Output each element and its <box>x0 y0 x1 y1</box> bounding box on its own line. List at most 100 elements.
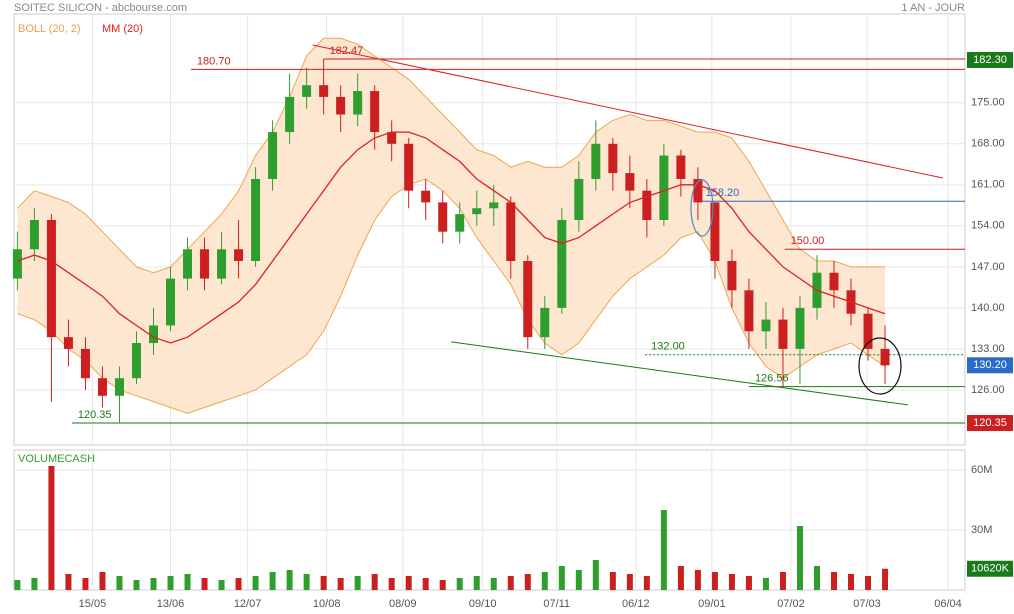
y-tick-label: 140.00 <box>971 302 1005 314</box>
x-tick-label: 12/07 <box>234 598 262 610</box>
candle-body <box>29 219 39 250</box>
x-tick-label: 09/10 <box>469 598 497 610</box>
trend-line <box>312 44 943 179</box>
volume-bar <box>609 572 616 590</box>
candle-body <box>727 260 737 291</box>
volume-bar <box>133 580 140 590</box>
volume-bar <box>848 574 855 590</box>
candle-body <box>370 91 380 133</box>
volume-bar <box>643 576 650 590</box>
candle-body <box>693 178 703 203</box>
candle-body <box>114 378 124 396</box>
volume-bar <box>524 574 531 590</box>
candle-body <box>387 132 397 144</box>
x-tick-label: 06/12 <box>622 598 650 610</box>
annotation-ellipse <box>690 179 714 237</box>
volume-bar <box>813 566 820 590</box>
y-tick-label: 168.00 <box>971 138 1005 150</box>
level-label: 126.56 <box>755 373 789 385</box>
candle-body <box>574 178 584 220</box>
candle-body <box>183 249 193 279</box>
candle-body <box>319 85 329 97</box>
annotation-circle <box>858 337 902 395</box>
candle-body <box>659 155 669 220</box>
candle-body <box>744 290 754 332</box>
volume-bar <box>660 510 667 590</box>
volume-bar <box>831 572 838 590</box>
y-tick-label: 161.00 <box>971 179 1005 191</box>
volume-bar <box>422 578 429 590</box>
candle-body <box>455 214 465 232</box>
volume-bar <box>48 466 55 590</box>
price-tag-label: 130.20 <box>973 359 1007 371</box>
y-tick-label: 175.00 <box>971 97 1005 109</box>
y-tick-label: 30M <box>971 524 992 536</box>
x-tick-label: 08/09 <box>389 598 417 610</box>
volume-bar <box>473 576 480 590</box>
chart-title: SOITEC SILICON - abcbourse.com <box>14 2 187 14</box>
candle-body <box>166 278 176 326</box>
trend-line <box>451 341 909 406</box>
volume-bar <box>728 574 735 590</box>
volume-bar <box>65 574 72 590</box>
price-tag <box>967 415 1013 432</box>
price-tag-label: 10620K <box>971 563 1010 575</box>
x-tick-label: 06/04 <box>934 598 962 610</box>
candle-body <box>863 313 873 349</box>
candle-body <box>200 249 210 279</box>
candle-body <box>557 219 567 308</box>
volume-bar <box>218 580 225 590</box>
volume-bar <box>575 570 582 590</box>
candle-body <box>472 208 482 215</box>
volume-bar <box>235 578 242 590</box>
legend-volume: VOLUMECASH <box>18 453 95 465</box>
volume-bar <box>762 578 769 590</box>
x-tick-label: 15/05 <box>79 598 107 610</box>
volume-bar <box>796 526 803 590</box>
volume-bar <box>167 576 174 590</box>
volume-bar <box>439 580 446 590</box>
legend-boll: BOLL (20, 2) <box>18 23 81 35</box>
x-tick-label: 07/02 <box>777 598 805 610</box>
volume-bar <box>99 572 106 590</box>
y-tick-label: 133.00 <box>971 343 1005 355</box>
candle-body <box>676 155 686 179</box>
bollinger-fill <box>17 38 885 414</box>
volume-bar <box>677 566 684 590</box>
volume-bar <box>456 578 463 590</box>
volume-bar <box>14 580 21 590</box>
volume-panel <box>13 449 966 591</box>
volume-bar <box>388 578 395 590</box>
level-label: 150.00 <box>791 235 825 247</box>
price-tag-label: 120.35 <box>973 417 1007 429</box>
x-tick-label: 13/06 <box>157 598 185 610</box>
price-tag <box>967 357 1013 374</box>
candle-body <box>421 190 431 203</box>
ma-line <box>17 131 886 344</box>
volume-bar <box>694 570 701 590</box>
volume-bar <box>865 576 872 590</box>
x-tick-label: 10/08 <box>313 598 341 610</box>
volume-bar <box>150 578 157 590</box>
volume-bar <box>269 572 276 590</box>
candle-body <box>336 96 346 115</box>
volume-bar <box>541 572 548 590</box>
volume-bar <box>745 576 752 590</box>
volume-bar <box>252 576 259 590</box>
candle-body <box>608 143 618 174</box>
candle-body <box>761 319 771 332</box>
y-tick-label: 60M <box>971 464 992 476</box>
y-tick-label: 126.00 <box>971 384 1005 396</box>
candle-body <box>251 178 261 261</box>
candle-body <box>642 190 652 220</box>
candle-body <box>302 85 312 97</box>
candle-body <box>880 348 890 366</box>
bollinger-lower <box>17 178 886 414</box>
candle-body <box>523 260 533 338</box>
volume-bar <box>303 574 310 590</box>
volume-bar <box>779 572 786 590</box>
candle-body <box>285 96 295 133</box>
candle-body <box>353 91 363 115</box>
candle-body <box>268 132 278 179</box>
candle-body <box>149 325 159 344</box>
